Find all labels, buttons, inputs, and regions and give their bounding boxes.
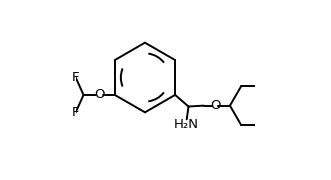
Text: O: O (94, 88, 105, 101)
Text: F: F (72, 71, 79, 84)
Text: F: F (72, 106, 79, 119)
Text: O: O (210, 99, 220, 112)
Text: H₂N: H₂N (174, 118, 199, 131)
